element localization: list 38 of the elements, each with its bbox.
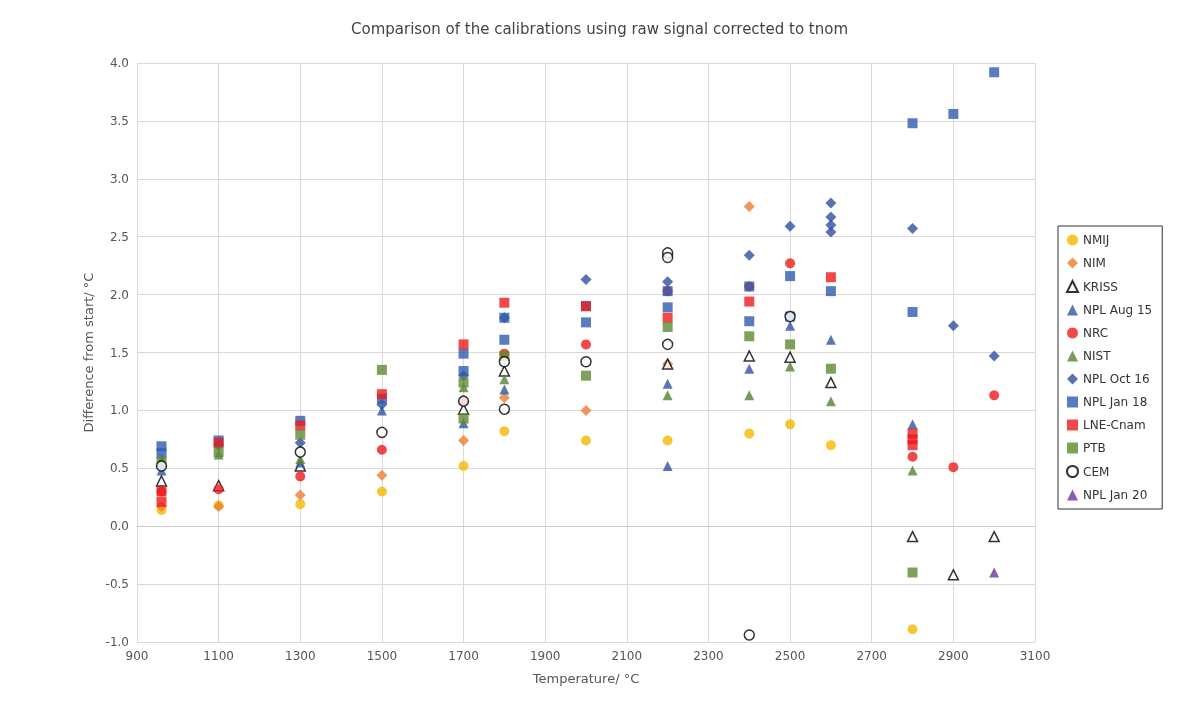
x-tick-label: 2900 xyxy=(938,649,969,663)
x-tick-label: 2500 xyxy=(774,649,806,663)
legend-label: NMIJ xyxy=(1083,233,1110,247)
legend-label: NPL Jan 18 xyxy=(1083,395,1148,409)
x-tick-label: 1100 xyxy=(203,649,234,663)
x-axis-title: Temperature/ °C xyxy=(531,671,640,686)
x-tick-label: 1300 xyxy=(285,649,316,663)
y-axis-title: Difference from start/ °C xyxy=(80,272,96,433)
x-tick-label: 1900 xyxy=(529,649,561,663)
y-tick-label: 2.0 xyxy=(109,287,129,302)
x-tick-label: 2100 xyxy=(611,649,643,663)
y-tick-label: -1.0 xyxy=(105,635,129,649)
legend-label: NRC xyxy=(1083,326,1109,340)
legend-label: LNE-Cnam xyxy=(1083,418,1146,432)
y-tick-label: 1.0 xyxy=(109,403,129,418)
y-tick-label: 3.0 xyxy=(109,171,129,186)
x-tick-label: 3100 xyxy=(1019,649,1051,663)
x-tick-label: 2700 xyxy=(856,649,887,663)
x-tick-label: 1500 xyxy=(366,649,398,663)
x-tick-label: 900 xyxy=(125,649,149,663)
legend-label: CEM xyxy=(1083,464,1110,479)
legend-label: NPL Oct 16 xyxy=(1083,372,1150,386)
x-tick-label: 2300 xyxy=(693,649,724,663)
legend-label: KRISS xyxy=(1083,279,1118,294)
y-tick-label: 2.5 xyxy=(109,229,129,244)
legend-label: NPL Aug 15 xyxy=(1083,303,1153,317)
y-tick-label: 4.0 xyxy=(109,56,129,70)
legend-label: NIST xyxy=(1083,349,1112,363)
legend-label: NIM xyxy=(1083,256,1106,270)
chart-title: Comparison of the calibrations using raw signal corrected to tnom xyxy=(350,19,849,38)
y-tick-label: 0.5 xyxy=(109,461,129,476)
y-tick-label: -0.5 xyxy=(105,577,129,592)
x-tick-label: 1700 xyxy=(448,649,479,663)
legend-label: PTB xyxy=(1083,441,1106,455)
legend-label: NPL Jan 20 xyxy=(1083,488,1148,502)
y-tick-label: 0.0 xyxy=(109,519,129,534)
y-tick-label: 3.5 xyxy=(109,113,129,128)
y-tick-label: 1.5 xyxy=(109,345,129,360)
